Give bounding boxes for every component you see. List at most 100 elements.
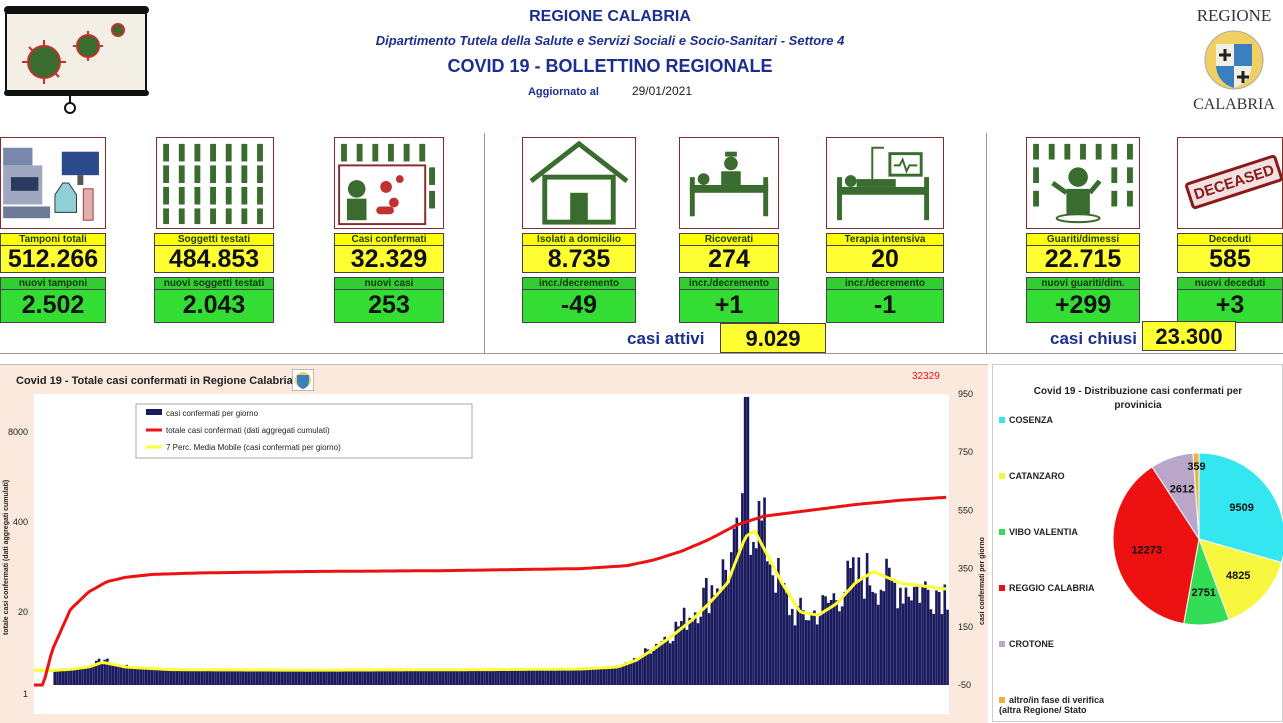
nuovi-tamponi-label: nuovi tamponi [0,277,106,290]
daily-bar [727,582,730,685]
daily-bar [400,669,403,685]
daily-bar [391,670,395,685]
daily-bar [305,670,309,685]
daily-bar [472,669,475,685]
daily-bar [516,669,520,685]
recovered-person-icon [1026,137,1140,229]
daily-bar [92,665,95,685]
daily-bar [430,669,434,685]
daily-bar [203,669,206,685]
stats-panel: Tamponi totali 512.266 nuovi tamponi 2.5… [0,133,1283,355]
daily-bar [278,670,281,685]
daily-bar [272,670,276,685]
nuovi-guariti-value: +299 [1026,290,1140,323]
daily-bar [405,669,409,685]
casi-attivi-label: casi attivi [627,329,705,348]
daily-bar [863,598,866,685]
deceased-stamp-text: DECEASED [1184,153,1282,211]
daily-bar [336,669,339,685]
daily-bar [946,609,949,685]
daily-bar [660,641,664,685]
pie-legend-item: VIBO VALENTIA [999,527,1111,537]
daily-bar [735,517,739,685]
daily-bar [408,669,411,685]
daily-bar [108,664,112,685]
daily-bar [111,664,115,685]
daily-bar [851,557,855,685]
daily-bar [871,591,874,685]
daily-bar [416,670,420,685]
daily-bar [796,605,800,685]
daily-bar [325,670,328,685]
daily-bar [72,668,76,685]
pie-title: Covid 19 - Distribuzione casi confermati… [1033,386,1243,411]
infected-person-icon [334,137,444,229]
daily-bar [264,670,267,685]
daily-bar [255,669,259,685]
pie-slice-label: 359 [1187,461,1205,473]
isolati-delta-value: -49 [522,290,636,323]
daily-bar [838,611,841,685]
daily-bar [95,660,98,685]
daily-bar [142,666,145,685]
daily-bar [865,553,869,685]
daily-bar [882,591,886,685]
daily-bar [921,584,924,685]
daily-bar [491,669,495,685]
legend-swatch [999,417,1005,423]
daily-bar [494,669,497,685]
home-icon [522,137,636,229]
daily-bar [175,669,179,685]
daily-bar [799,597,802,685]
daily-bar [596,668,600,685]
daily-bar [458,669,461,685]
daily-bar [638,658,642,685]
daily-bar [424,669,428,685]
casi-chiusi-value: 23.300 [1142,321,1236,351]
daily-bar [505,669,508,685]
daily-bar [829,600,833,685]
daily-bar [250,669,253,685]
daily-bar [885,558,888,685]
daily-bar [363,670,367,685]
department-subtitle: Dipartimento Tutela della Salute e Servi… [375,33,845,48]
daily-bar [685,629,689,685]
daily-bar [741,493,744,685]
tamponi-value: 512.266 [0,246,106,273]
separator [484,133,485,353]
daily-bar [746,396,750,685]
daily-bar [308,670,312,685]
daily-bar [341,669,345,685]
daily-bar [588,668,592,685]
daily-bar [172,669,176,685]
daily-bar [89,666,93,685]
ricoverati-delta-value: +1 [679,290,779,323]
daily-bar [461,669,464,685]
daily-bar [710,585,714,685]
daily-bar [286,670,289,685]
legend-label: REGGIO CALABRIA [1009,583,1095,593]
daily-bar [804,620,808,685]
daily-bar [788,615,791,685]
nuovi-casi-value: 253 [334,290,444,323]
cumulative-chart-panel: Covid 19 - Totale casi confermati in Reg… [0,364,988,723]
daily-bar [807,620,811,685]
daily-bar [763,497,766,685]
hospital-bed-icon [679,137,779,229]
daily-bar [247,669,251,685]
daily-bar [474,669,478,685]
daily-bar [217,669,220,685]
daily-bar [818,613,822,685]
legend-swatch-bars [146,409,162,415]
daily-bar [352,670,356,685]
daily-bar [449,669,453,685]
logo-top-text: REGIONE [1196,6,1272,25]
daily-bar [680,621,683,685]
daily-bar [433,669,436,685]
daily-bar [75,668,79,685]
daily-bar [103,659,106,685]
daily-bar [749,554,752,685]
daily-bar [860,579,863,685]
pie-slice-label: 12273 [1131,545,1162,557]
legend-swatch [999,473,1005,479]
